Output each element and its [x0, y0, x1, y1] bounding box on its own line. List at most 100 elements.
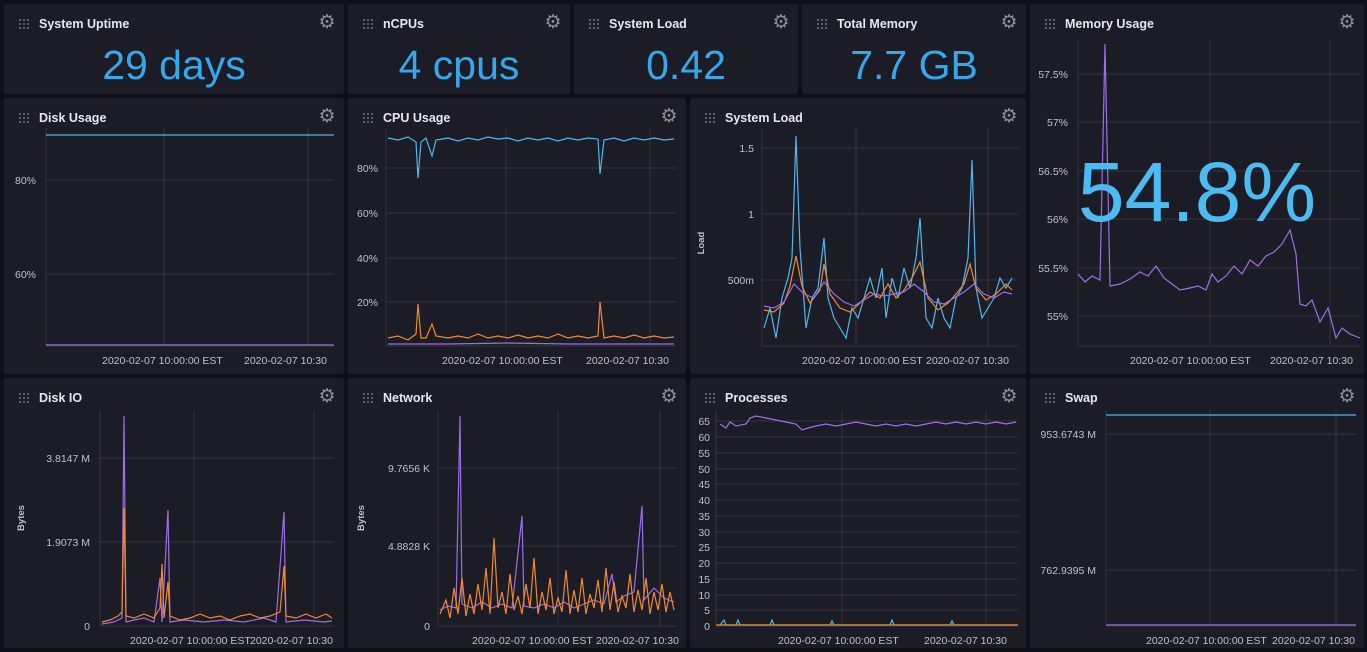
panel-title: Network [383, 391, 433, 405]
x-tick: 2020-02-07 10:30 [244, 355, 327, 367]
gear-icon[interactable]: ⚙ [660, 106, 678, 127]
drag-handle-icon[interactable] [362, 392, 374, 404]
memory-usage-y-ticks: 57.5% 57% 56.5% 56% 55.5% 55% [1038, 69, 1068, 323]
y-tick: 1 [748, 209, 754, 221]
gear-icon[interactable]: ⚙ [1338, 386, 1356, 407]
panel-title: Disk Usage [39, 111, 107, 125]
y-tick: 1.9073 M [46, 537, 90, 549]
x-tick: 2020-02-07 10:30 [926, 355, 1009, 367]
y-tick: 25 [698, 542, 710, 554]
memory-usage-chart[interactable]: 57.5% 57% 56.5% 56% 55.5% 55% 2020-02-07… [1030, 4, 1364, 374]
y-tick: 60% [357, 208, 378, 220]
y-tick: 10 [698, 590, 710, 602]
y-tick: 60 [698, 432, 710, 444]
disk-usage-chart[interactable]: 80% 60% 2020-02-07 10:00:00 EST 2020-02-… [4, 98, 344, 374]
drag-handle-icon[interactable] [362, 18, 374, 30]
system-load-panel: System Load ⚙ Load 1.5 1 500m 2020-02-07… [690, 98, 1026, 374]
gear-icon[interactable]: ⚙ [544, 12, 562, 33]
x-tick: 2020-02-07 10:00:00 EST [778, 635, 899, 647]
network-panel: Network ⚙ Bytes 9.7656 K 4.8828 K 0 2020… [348, 378, 686, 648]
drag-handle-icon[interactable] [588, 18, 600, 30]
panel-title: Memory Usage [1065, 17, 1154, 31]
x-tick: 2020-02-07 10:00:00 EST [442, 355, 563, 367]
memory-usage-panel: 57.5% 57% 56.5% 56% 55.5% 55% 2020-02-07… [1030, 4, 1364, 374]
x-tick: 2020-02-07 10:30 [1272, 635, 1355, 647]
disk-io-chart[interactable]: Bytes 3.8147 M 1.9073 M 0 2020-02-07 10:… [4, 378, 344, 648]
y-axis-label: Bytes [356, 505, 367, 531]
panel-title: Disk IO [39, 391, 83, 405]
y-tick: 55.5% [1038, 263, 1068, 275]
y-tick: 60% [15, 269, 36, 281]
drag-handle-icon[interactable] [362, 112, 374, 124]
drag-handle-icon[interactable] [1044, 392, 1056, 404]
y-tick: 20 [698, 558, 710, 570]
y-tick: 9.7656 K [388, 463, 430, 475]
total-memory-panel: Total Memory ⚙ 7.7 GB [802, 4, 1026, 94]
y-axis-label: Bytes [16, 505, 27, 531]
x-tick: 2020-02-07 10:00:00 EST [102, 355, 223, 367]
disk-usage-panel: Disk Usage ⚙ 80% 60% 2020-02-07 10:00:00… [4, 98, 344, 374]
swap-chart[interactable]: 953.6743 M 762.9395 M 2020-02-07 10:00:0… [1030, 378, 1364, 648]
y-tick: 0 [704, 621, 710, 633]
swap-panel: Swap ⚙ 953.6743 M 762.9395 M 2020-02-07 … [1030, 378, 1364, 648]
y-tick: 953.6743 M [1041, 429, 1096, 441]
drag-handle-icon[interactable] [18, 112, 30, 124]
x-tick: 2020-02-07 10:30 [1270, 355, 1353, 367]
panel-title: System Load [609, 17, 687, 31]
drag-handle-icon[interactable] [18, 18, 30, 30]
uptime-panel: System Uptime ⚙ 29 days [4, 4, 344, 94]
drag-handle-icon[interactable] [1044, 18, 1056, 30]
drag-handle-icon[interactable] [704, 392, 716, 404]
cpu-usage-chart[interactable]: 80% 60% 40% 20% 2020-02-07 10:00:00 EST … [348, 98, 686, 374]
y-tick: 3.8147 M [46, 453, 90, 465]
network-chart[interactable]: Bytes 9.7656 K 4.8828 K 0 2020-02-07 10:… [348, 378, 686, 648]
system-load-chart[interactable]: Load 1.5 1 500m 2020-02-07 10:00:00 EST … [690, 98, 1026, 374]
gear-icon[interactable]: ⚙ [318, 12, 336, 33]
memory-value: 7.7 GB [850, 42, 978, 88]
x-tick: 2020-02-07 10:30 [924, 635, 1007, 647]
ncpus-panel: nCPUs ⚙ 4 cpus [348, 4, 570, 94]
y-tick: 56% [1047, 214, 1068, 226]
system-load-stat-panel: System Load ⚙ 0.42 [574, 4, 798, 94]
y-tick: 56.5% [1038, 166, 1068, 178]
panel-title: Total Memory [837, 17, 918, 31]
y-tick: 50 [698, 464, 710, 476]
y-tick: 0 [84, 621, 90, 633]
ncpus-value: 4 cpus [398, 42, 520, 88]
gear-icon[interactable]: ⚙ [660, 386, 678, 407]
y-tick: 762.9395 M [1041, 565, 1096, 577]
x-tick: 2020-02-07 10:00:00 EST [1146, 635, 1267, 647]
gear-icon[interactable]: ⚙ [772, 12, 790, 33]
drag-handle-icon[interactable] [704, 112, 716, 124]
x-tick: 2020-02-07 10:00:00 EST [1130, 355, 1251, 367]
gear-icon[interactable]: ⚙ [1000, 106, 1018, 127]
panel-title: nCPUs [383, 17, 424, 31]
y-axis-label: Load [696, 231, 707, 254]
memory-usage-value: 54.8% [1077, 145, 1317, 239]
y-tick: 45 [698, 479, 710, 491]
drag-handle-icon[interactable] [18, 392, 30, 404]
y-tick: 57% [1047, 117, 1068, 129]
y-tick: 40% [357, 253, 378, 265]
y-tick: 4.8828 K [388, 541, 430, 553]
gear-icon[interactable]: ⚙ [1000, 12, 1018, 33]
y-tick: 1.5 [739, 143, 754, 155]
y-tick: 15 [698, 574, 710, 586]
gear-icon[interactable]: ⚙ [1000, 386, 1018, 407]
x-tick: 2020-02-07 10:00:00 EST [130, 635, 251, 647]
gear-icon[interactable]: ⚙ [318, 106, 336, 127]
y-tick: 20% [357, 297, 378, 309]
panel-title: System Load [725, 111, 803, 125]
x-tick: 2020-02-07 10:30 [596, 635, 679, 647]
y-tick: 5 [704, 605, 710, 617]
processes-chart[interactable]: 65 60 55 50 45 40 35 30 25 20 15 10 5 0 … [690, 378, 1026, 648]
panel-title: System Uptime [39, 17, 130, 31]
gear-icon[interactable]: ⚙ [1338, 12, 1356, 33]
y-tick: 80% [15, 175, 36, 187]
drag-handle-icon[interactable] [816, 18, 828, 30]
x-tick: 2020-02-07 10:30 [586, 355, 669, 367]
gear-icon[interactable]: ⚙ [318, 386, 336, 407]
y-tick: 30 [698, 527, 710, 539]
y-tick: 57.5% [1038, 69, 1068, 81]
disk-io-panel: Disk IO ⚙ Bytes 3.8147 M 1.9073 M 0 2020… [4, 378, 344, 648]
